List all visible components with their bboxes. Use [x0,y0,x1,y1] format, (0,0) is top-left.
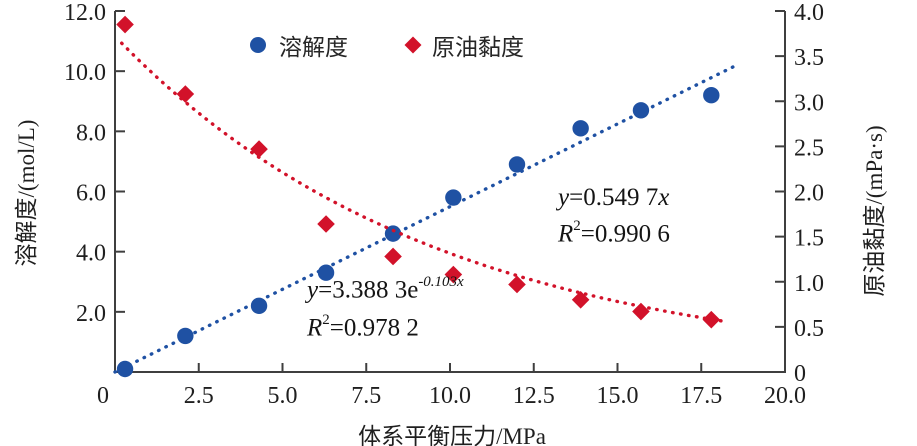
viscosity-r-squared: R2=0.978 2 [307,312,419,342]
x-tick-label: 20.0 [764,383,806,409]
y-left-tick-label: 4.0 [76,241,106,267]
eq-body: =3.388 3e [318,276,419,304]
viscosity-trendline [120,41,727,324]
eq-sup: 2 [322,312,330,328]
y-axis-left-title: 溶解度/(mol/L) [14,119,39,267]
y-right-tick-label: 0.5 [794,316,824,342]
eq-body: =0.549 7 [569,184,659,211]
viscosity-point [384,247,402,266]
solubility-trendline [113,63,739,374]
eq-sup: 2 [573,218,581,234]
x-axis: 0 2.5 5.0 7.5 10.0 12.5 15.0 17.5 20.0 [97,363,806,409]
solubility-circle-icon [250,37,266,53]
x-axis-title: 体系平衡压力/MPa [358,424,546,446]
viscosity-point [444,265,463,284]
solubility-point [250,297,268,315]
solubility-point [445,189,462,206]
solubility-point [632,102,650,119]
eq-var: x [658,184,670,211]
viscosity-point [116,15,134,34]
eq-body: =0.990 6 [580,220,670,248]
viscosity-equation: y=3.388 3e-0.103x [307,274,464,304]
y-left-tick-label: 12.0 [64,0,106,26]
eq-sup: -0.103x [418,274,464,290]
y-axis-left: 2.0 4.0 6.0 8.0 10.0 12.0 [64,0,125,327]
eq-var: y [307,276,319,304]
y-right-tick-label: 2.5 [794,135,824,161]
legend-label-viscosity: 原油黏度 [432,35,524,60]
solubility-r-squared: R2=0.990 6 [558,218,670,248]
y-right-tick-label: 1.0 [794,271,824,297]
viscosity-point [508,275,526,294]
solubility-point [384,225,402,242]
viscosity-point [571,291,590,309]
y-right-tick-label: 3.5 [794,45,824,71]
legend-label-solubility: 溶解度 [279,35,348,60]
viscosity-point [176,85,195,103]
viscosity-point [632,302,650,321]
x-tick-label: 12.5 [513,383,555,409]
y-right-tick-label: 2.0 [794,181,824,207]
y-left-tick-label: 6.0 [76,181,106,207]
y-right-tick-label: 4.0 [794,0,824,26]
viscosity-diamond-icon [404,36,422,54]
solubility-point [177,327,194,345]
x-tick-label: 17.5 [680,383,722,409]
eq-var: y [558,184,570,211]
legend-item-solubility: 溶解度 [250,30,348,60]
x-tick-label: 0 [97,383,109,409]
viscosity-point [702,310,721,329]
x-tick-label: 10.0 [429,383,471,409]
solubility-point [317,264,335,281]
eq-var: R [558,220,574,248]
y-axis-right: 0 0.5 1.0 1.5 2.0 2.5 3.0 3.5 4.0 [775,0,824,387]
x-tick-label: 7.5 [351,383,381,409]
x-tick-label: 15.0 [597,383,639,409]
y-left-tick-label: 10.0 [64,60,106,86]
y-left-tick-label: 2.0 [76,301,106,327]
viscosity-series [116,15,721,329]
y-right-tick-label: 0 [794,361,806,387]
solubility-point [508,156,526,173]
solubility-equation: y=0.549 7x [558,184,669,212]
x-tick-label: 2.5 [184,383,214,409]
solubility-series [116,87,720,378]
y-axis-right-title: 原油黏度/(mPa·s) [862,125,887,297]
eq-var: R [307,314,323,342]
y-left-tick-label: 8.0 [76,120,106,146]
solubility-point [572,120,589,137]
eq-body: =0.978 2 [329,314,419,342]
legend-item-viscosity: 原油黏度 [404,30,524,60]
solubility-point [116,360,134,378]
y-right-tick-label: 3.0 [794,90,824,116]
viscosity-point [317,215,335,233]
y-right-tick-label: 1.5 [794,226,824,252]
x-tick-label: 5.0 [268,383,298,409]
viscosity-point [250,140,268,158]
solubility-point [703,87,720,104]
